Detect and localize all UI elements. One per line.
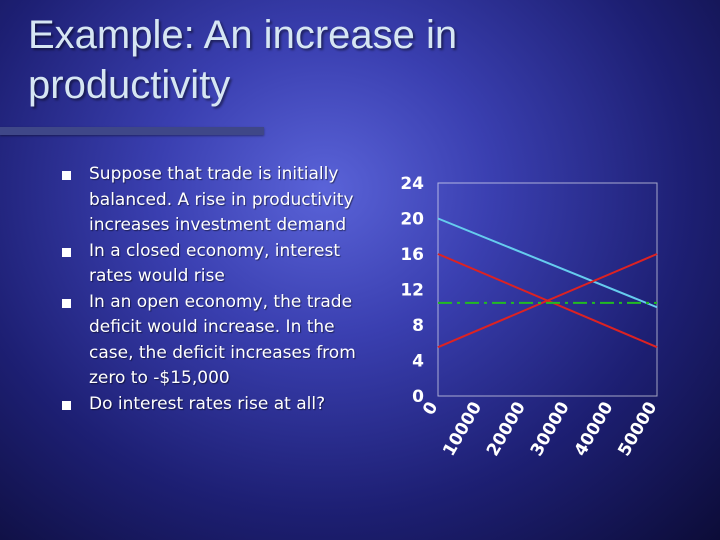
title-line-2: productivity	[28, 63, 231, 107]
bullet-text: In an open economy, the trade deficit wo…	[89, 291, 356, 389]
bullet-square-icon	[62, 400, 71, 410]
x-tick-label: 10000	[439, 398, 486, 459]
x-tick-label: 30000	[527, 398, 574, 459]
bullet-item: In a closed economy, interest rates woul…	[62, 239, 362, 290]
bullet-item: Suppose that trade is initially balanced…	[62, 162, 362, 239]
bullet-list: Suppose that trade is initially balanced…	[62, 162, 362, 417]
x-tick-label: 50000	[614, 398, 661, 459]
y-tick-label: 12	[400, 281, 424, 301]
x-tick-label: 0	[419, 398, 442, 418]
bullet-text: In a closed economy, interest rates woul…	[89, 240, 341, 287]
y-tick-label: 8	[412, 316, 424, 336]
x-tick-label: 20000	[483, 398, 530, 459]
bullet-square-icon	[62, 171, 71, 180]
series-line-3	[437, 253, 658, 349]
series-line-1	[437, 217, 658, 309]
bullet-text: Suppose that trade is initially balanced…	[89, 164, 354, 235]
y-tick-label: 24	[400, 174, 424, 194]
plot-area	[437, 182, 658, 397]
y-tick-label: 0	[412, 387, 424, 407]
title-underline	[0, 127, 264, 135]
y-tick-label: 20	[400, 210, 424, 230]
x-tick-label: 40000	[571, 398, 618, 459]
bullet-square-icon	[62, 298, 71, 308]
bullet-item: Do interest rates rise at all?	[62, 392, 362, 418]
y-tick-label: 16	[400, 245, 424, 265]
bullet-square-icon	[62, 247, 71, 257]
title-line-1: Example: An increase in	[28, 13, 458, 57]
bullet-text: Do interest rates rise at all?	[89, 393, 326, 414]
slide-title: Example: An increase in productivity	[28, 10, 628, 110]
y-tick-label: 4	[412, 352, 424, 372]
bullet-item: In an open economy, the trade deficit wo…	[62, 290, 362, 392]
